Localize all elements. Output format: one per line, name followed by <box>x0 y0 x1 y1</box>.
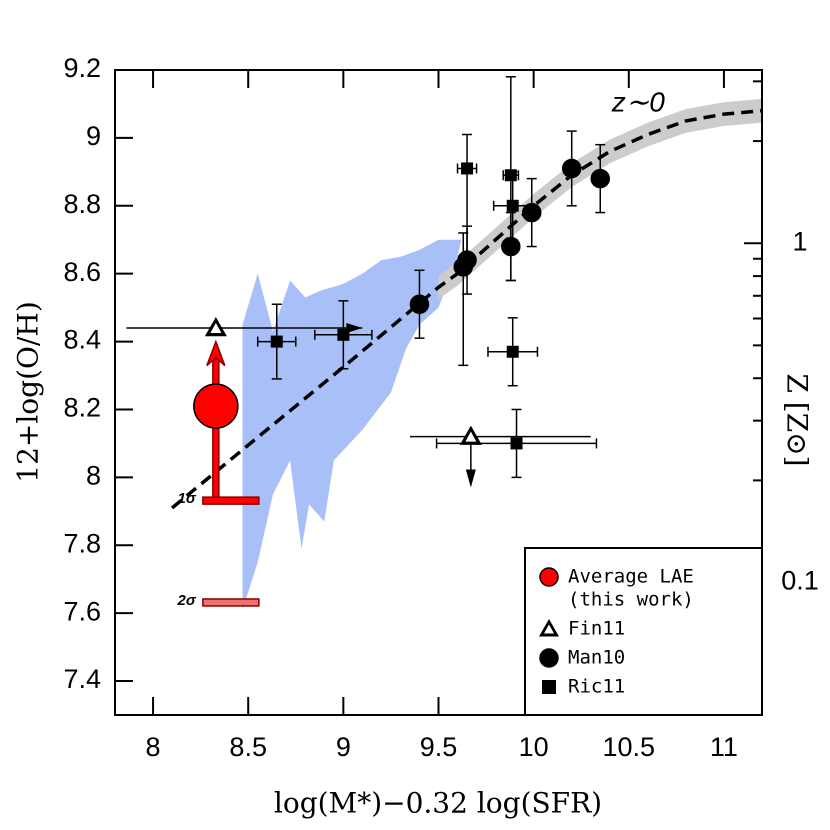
marker-inner <box>465 431 477 442</box>
marker <box>510 437 523 450</box>
y-tick-label: 8.2 <box>63 393 101 423</box>
marker-inner <box>210 323 222 333</box>
legend-marker <box>544 624 554 634</box>
x-tick-label: 10 <box>519 732 549 762</box>
marker <box>561 158 582 179</box>
marker <box>506 345 519 358</box>
limit-label: 2σ <box>177 592 197 609</box>
legend-label: Man10 <box>568 647 625 669</box>
y2-tick-label: 0.1 <box>781 566 819 596</box>
x-tick-label: 8.5 <box>229 732 267 762</box>
y-tick-label: 8.4 <box>63 325 101 355</box>
marker <box>270 335 283 348</box>
arrow-head <box>206 339 226 367</box>
y-tick-label: 7.8 <box>63 528 101 558</box>
legend-label: Average LAE <box>568 566 694 588</box>
y2-tick-label: 1 <box>792 226 807 256</box>
x-tick-label: 9.5 <box>420 732 458 762</box>
y-tick-label: 8.8 <box>63 189 101 219</box>
limit-bar <box>202 496 260 505</box>
annotation: z∼0 <box>611 86 665 117</box>
y2-axis-label: Z [Z⊙] <box>781 373 814 466</box>
x-tick-label: 8 <box>146 732 161 762</box>
marker <box>506 199 519 212</box>
y-tick-label: 7.4 <box>63 664 101 694</box>
legend-label: Fin11 <box>568 618 625 640</box>
legend-label: (this work) <box>568 589 694 611</box>
y-tick-label: 9.2 <box>63 53 101 83</box>
legend-marker <box>539 567 559 587</box>
scatter-region <box>242 239 462 610</box>
arrow-head <box>465 469 476 488</box>
legend-marker <box>542 680 556 694</box>
marker <box>504 169 517 182</box>
x-tick-label: 9 <box>336 732 351 762</box>
y-tick-label: 9 <box>86 121 101 151</box>
legend-marker <box>539 648 559 668</box>
legend-box <box>524 547 763 716</box>
y-tick-label: 7.6 <box>63 596 101 626</box>
y-tick-label: 8 <box>86 460 101 490</box>
marker <box>409 294 430 314</box>
relation-line <box>170 108 763 510</box>
y-tick-label: 8.6 <box>63 257 101 287</box>
limit-bar <box>202 598 260 607</box>
limit-label: 1σ <box>178 490 197 507</box>
legend-label: Ric11 <box>568 676 625 698</box>
marker <box>461 162 474 175</box>
x-axis-label: log(M*)−0.32 log(SFR) <box>274 787 602 820</box>
marker <box>337 328 350 341</box>
marker <box>193 383 239 429</box>
arrow-head <box>346 323 363 333</box>
relation-band <box>438 98 762 300</box>
x-tick-label: 11 <box>710 732 738 762</box>
marker <box>590 168 610 189</box>
x-tick-label: 10.5 <box>603 732 656 762</box>
y-axis-label: 12+log(O/H) <box>12 301 45 482</box>
